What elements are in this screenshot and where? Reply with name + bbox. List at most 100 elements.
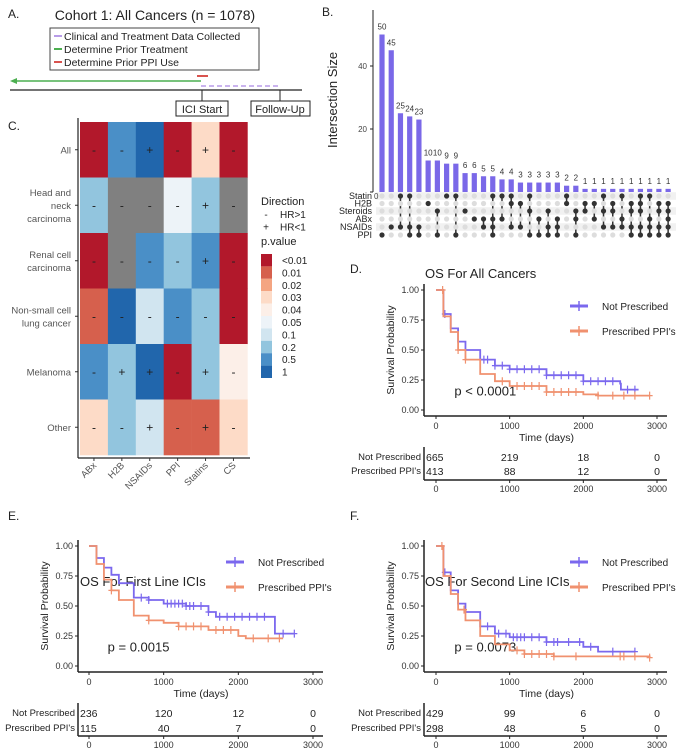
at-risk-count: 236 bbox=[80, 708, 98, 720]
direction-symbol: - bbox=[92, 143, 96, 157]
censor-mark bbox=[227, 626, 234, 634]
matrix-dot-filled bbox=[628, 232, 634, 238]
direction-symbol: + bbox=[202, 143, 209, 157]
risk-row-label: Not Prescribed bbox=[358, 708, 421, 719]
row-label: All bbox=[60, 145, 71, 156]
matrix-dot-empty bbox=[600, 232, 607, 238]
censor-mark bbox=[609, 391, 616, 400]
matrix-dot-empty bbox=[545, 200, 551, 207]
x-tick-label: 1000 bbox=[500, 677, 520, 687]
censor-mark bbox=[250, 634, 257, 643]
matrix-dot-empty bbox=[471, 193, 477, 199]
y-tick-label: 0.75 bbox=[401, 315, 419, 325]
censor-mark bbox=[514, 365, 521, 374]
direction-symbol: + bbox=[146, 143, 153, 157]
matrix-dot-filled bbox=[462, 208, 468, 214]
heatmap-cell bbox=[191, 177, 220, 234]
matrix-dot-empty bbox=[397, 232, 404, 238]
set-label: Statin bbox=[349, 191, 372, 201]
column-label: PPI bbox=[164, 460, 183, 479]
matrix-dot-empty bbox=[444, 216, 450, 222]
y-tick-label: 20 bbox=[358, 125, 367, 134]
matrix-dot-empty bbox=[610, 193, 616, 199]
heatmap-cell bbox=[219, 122, 248, 178]
censor-mark bbox=[484, 355, 491, 364]
censor-mark bbox=[631, 391, 638, 400]
matrix-dot-filled bbox=[656, 232, 662, 238]
matrix-dot-empty bbox=[564, 208, 570, 214]
direction-symbol: - bbox=[92, 309, 96, 323]
matrix-dot-filled bbox=[407, 193, 413, 199]
direction-symbol: + bbox=[202, 420, 209, 434]
censor-mark bbox=[536, 650, 543, 658]
matrix-dot-empty bbox=[397, 200, 404, 207]
matrix-dot-empty bbox=[619, 208, 625, 214]
heatmap-cell bbox=[135, 122, 164, 178]
x-tick-label: 1000 bbox=[500, 421, 520, 431]
censor-mark bbox=[528, 650, 535, 658]
direction-symbol: - bbox=[176, 143, 180, 157]
legend-direction-symbol: - bbox=[264, 210, 267, 221]
matrix-row-band bbox=[376, 207, 676, 215]
matrix-dot-empty bbox=[462, 232, 468, 238]
bar-value-label: 9 bbox=[444, 152, 449, 161]
matrix-dot-filled bbox=[499, 216, 505, 222]
matrix-dot-filled bbox=[610, 208, 616, 214]
matrix-dot-filled bbox=[536, 232, 542, 238]
legend-label: Not Prescribed bbox=[258, 558, 324, 569]
heatmap-cell bbox=[191, 288, 220, 345]
matrix-dot-filled bbox=[600, 224, 607, 230]
y-tick-label: 0.25 bbox=[401, 631, 419, 641]
matrix-dot-empty bbox=[573, 224, 579, 230]
bar bbox=[480, 176, 487, 192]
follow-up-box bbox=[250, 100, 311, 117]
matrix-row-band bbox=[376, 192, 676, 200]
censor-mark bbox=[550, 371, 557, 380]
matrix-dot-empty bbox=[582, 232, 588, 238]
matrix-dot-filled bbox=[564, 193, 570, 199]
matrix-dot-empty bbox=[564, 224, 570, 230]
censor-mark bbox=[620, 391, 627, 400]
risk-x-tick-label: 0 bbox=[433, 484, 438, 494]
direction-symbol: - bbox=[120, 254, 124, 268]
legend-swatch bbox=[261, 303, 272, 316]
censor-mark bbox=[580, 377, 587, 386]
bar-value-label: 1 bbox=[629, 177, 634, 186]
matrix-dot-empty bbox=[379, 224, 385, 230]
matrix-dot-empty bbox=[480, 232, 487, 238]
matrix-dot-filled bbox=[619, 216, 625, 222]
bar bbox=[628, 188, 634, 192]
matrix-dot-empty bbox=[656, 216, 662, 222]
risk-x-tick-label: 0 bbox=[86, 740, 91, 750]
risk-x-tick-label: 3000 bbox=[647, 740, 667, 750]
bar-value-label: 3 bbox=[527, 171, 532, 180]
matrix-dot-empty bbox=[517, 208, 524, 214]
row-label-line: Other bbox=[47, 423, 71, 434]
direction-symbol: - bbox=[231, 254, 235, 268]
direction-symbol: - bbox=[120, 309, 124, 323]
censor-mark bbox=[506, 365, 513, 374]
bar-value-label: 6 bbox=[463, 161, 468, 170]
matrix-dot-filled bbox=[619, 193, 625, 199]
matrix-dot-filled bbox=[573, 208, 579, 214]
matrix-dot-filled bbox=[637, 224, 644, 230]
heatmap-cell bbox=[107, 177, 137, 234]
matrix-dot-filled bbox=[490, 232, 496, 238]
censor-mark bbox=[543, 650, 550, 658]
row-label: Renal cell carcinoma bbox=[27, 250, 72, 274]
risk-x-tick-label: 1000 bbox=[500, 740, 520, 750]
matrix-dot-empty bbox=[434, 224, 440, 230]
censor-mark bbox=[231, 612, 238, 621]
follow-up-label: Follow-Up bbox=[255, 104, 305, 116]
row-label-line: Non-small cell bbox=[11, 305, 71, 316]
direction-symbol: - bbox=[176, 420, 180, 434]
matrix-dot-filled bbox=[665, 232, 671, 238]
matrix-dot-empty bbox=[416, 216, 422, 222]
matrix-dot-empty bbox=[573, 200, 579, 207]
bar bbox=[665, 188, 671, 192]
censor-mark bbox=[550, 652, 557, 661]
matrix-dot-empty bbox=[453, 208, 459, 214]
matrix-dot-empty bbox=[536, 208, 542, 214]
x-tick-label: 3000 bbox=[647, 421, 667, 431]
at-risk-count: 40 bbox=[158, 723, 170, 735]
